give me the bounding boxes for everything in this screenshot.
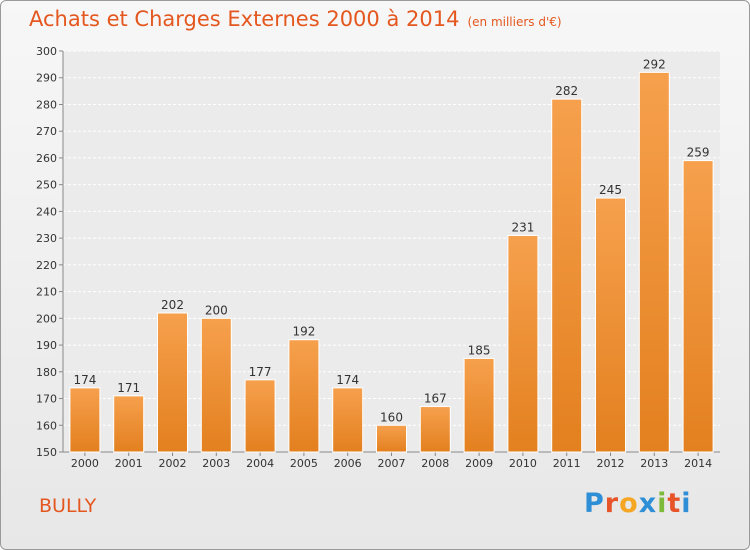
x-tick-label-2001: 2001	[115, 457, 143, 470]
y-tick-label: 150	[36, 446, 57, 459]
y-tick-label: 250	[36, 179, 57, 192]
data-label-2005: 192	[292, 325, 315, 339]
y-tick-label: 230	[36, 232, 57, 245]
x-tick-label-2013: 2013	[640, 457, 668, 470]
bars	[69, 71, 714, 453]
x-tick-label-2000: 2000	[71, 457, 99, 470]
bar-2003	[200, 317, 232, 453]
chart-title: Achats et Charges Externes 2000 à 2014 (e…	[29, 7, 562, 31]
x-tick-label-2006: 2006	[334, 457, 362, 470]
y-tick-label: 300	[36, 45, 57, 58]
data-label-2011: 282	[555, 84, 578, 98]
y-tick-label: 220	[36, 259, 57, 272]
chart-title-text: Achats et Charges Externes 2000 à 2014	[29, 7, 460, 31]
data-label-2004: 177	[249, 365, 272, 379]
bar-2011	[551, 98, 583, 453]
y-tick-label: 290	[36, 72, 57, 85]
x-tick-label-2004: 2004	[246, 457, 274, 470]
x-tick-label-2003: 2003	[202, 457, 230, 470]
x-tick-label-2011: 2011	[553, 457, 581, 470]
bar-2010	[507, 234, 539, 453]
x-tick-label-2012: 2012	[597, 457, 625, 470]
data-label-2013: 292	[643, 57, 666, 71]
data-label-2003: 200	[205, 303, 228, 317]
data-label-2008: 167	[424, 392, 447, 406]
y-tick-label: 240	[36, 205, 57, 218]
y-tick-label: 200	[36, 312, 57, 325]
x-tick-label-2002: 2002	[159, 457, 187, 470]
x-tick-label-2009: 2009	[465, 457, 493, 470]
bar-2009	[463, 357, 495, 453]
data-label-2010: 231	[511, 220, 534, 234]
data-label-2006: 174	[336, 373, 359, 387]
x-tick-label-2008: 2008	[421, 457, 449, 470]
bar-2008	[419, 406, 451, 453]
data-label-2009: 185	[468, 343, 491, 357]
data-label-2012: 245	[599, 183, 622, 197]
data-label-2002: 202	[161, 298, 184, 312]
y-tick-label: 270	[36, 125, 57, 138]
data-label-2001: 171	[117, 381, 140, 395]
bar-2014	[682, 160, 714, 453]
bar-2005	[288, 339, 320, 453]
bar-2004	[244, 379, 276, 453]
labels: 150 160 170 180 190 200 210 220 230 240 250 260 270 2…	[36, 45, 712, 470]
bar-2000	[69, 387, 101, 453]
bar-2013	[638, 71, 670, 453]
bar-2007	[376, 424, 407, 453]
y-tick-label: 190	[36, 339, 57, 352]
bar-2002	[157, 312, 188, 453]
bar-2001	[113, 395, 145, 453]
y-tick-label: 260	[36, 152, 57, 165]
commune-name: BULLY	[39, 495, 97, 517]
bar-2006	[332, 387, 364, 453]
x-tick-label-2007: 2007	[378, 457, 406, 470]
y-tick-label: 160	[36, 419, 57, 432]
x-tick-label-2014: 2014	[684, 457, 712, 470]
x-tick-label-2010: 2010	[509, 457, 537, 470]
bar-2012	[595, 197, 626, 453]
data-label-2007: 160	[380, 410, 403, 424]
proxiti-logo: Proxiti	[584, 488, 692, 519]
data-label-2014: 259	[687, 146, 710, 160]
chart-unit: (en milliers d'€)	[467, 15, 562, 29]
x-tick-label-2005: 2005	[290, 457, 318, 470]
y-tick-label: 170	[36, 393, 57, 406]
y-tick-label: 180	[36, 366, 57, 379]
y-tick-label: 280	[36, 98, 57, 111]
y-tick-label: 210	[36, 286, 57, 299]
data-label-2000: 174	[73, 373, 96, 387]
